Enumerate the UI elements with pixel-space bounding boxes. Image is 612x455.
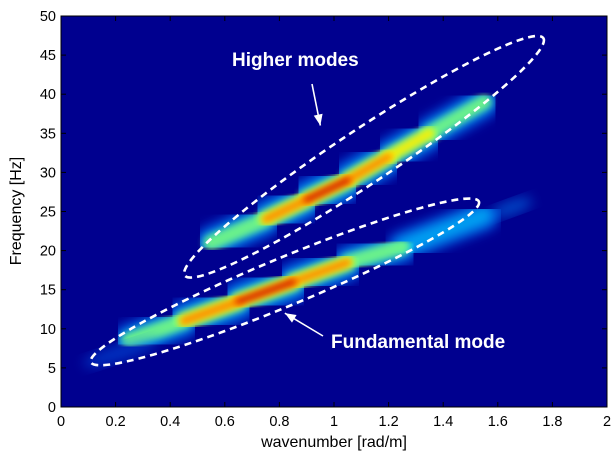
ellipse-higher-modes — [182, 34, 546, 279]
y-tick-label-2: 10 — [40, 322, 56, 338]
x-axis-ticks: 0 0.2 0.4 0.6 0.8 1 1.2 1.4 1.6 1.8 2 — [57, 16, 611, 430]
heatmap-layer — [82, 86, 533, 367]
heat-ridge-0-layer-4-seg-1 — [262, 196, 311, 223]
y-axis-ticks: 0 5 10 15 20 25 30 35 40 45 50 — [40, 9, 607, 416]
y-tick-label-0: 0 — [48, 400, 56, 416]
x-tick-label-2: 0.4 — [160, 414, 180, 430]
heat-ridge-1-layer-4-seg-1 — [180, 297, 243, 325]
heat-ridge-1-layer-5-seg-2 — [236, 279, 296, 304]
heat-ridge-1-layer-2-seg-0 — [121, 313, 192, 349]
annotation-higher-modes: Higher modes — [232, 50, 359, 71]
mode-ellipses — [89, 34, 546, 367]
y-tick-label-8: 40 — [40, 87, 56, 103]
y-tick-label-10: 50 — [40, 9, 56, 25]
heat-ridge-1-layer-2-seg-4 — [339, 238, 410, 271]
ellipse-fundamental-mode — [89, 197, 481, 367]
y-tick-label-5: 25 — [40, 205, 56, 221]
x-tick-label-1: 0.2 — [106, 414, 126, 430]
annotation-arrow-head-0 — [313, 113, 323, 126]
heat-ridge-0-layer-4-seg-3 — [344, 153, 393, 184]
x-tick-label-4: 0.8 — [269, 414, 289, 430]
x-tick-label-3: 0.6 — [215, 414, 235, 430]
x-tick-label-8: 1.6 — [488, 414, 508, 430]
heat-ridge-1-layer-4-seg-3 — [289, 258, 352, 286]
heat-smear-low-k — [82, 337, 160, 367]
y-tick-label-6: 30 — [40, 165, 56, 181]
x-tick-label-9: 1.8 — [542, 414, 562, 430]
x-tick-label-10: 2 — [603, 414, 611, 430]
y-axis-label: Frequency [Hz] — [8, 157, 25, 265]
x-tick-label-7: 1.4 — [433, 414, 453, 430]
heat-smear-high-k — [490, 197, 533, 218]
x-tick-label-0: 0 — [57, 414, 65, 430]
heat-ridge-0-layer-5-seg-2 — [304, 177, 351, 203]
y-tick-label-3: 15 — [40, 283, 56, 299]
y-tick-label-4: 20 — [40, 244, 56, 260]
heat-ridge-0-layer-2-seg-0 — [203, 211, 274, 251]
x-axis-label: wavenumber [rad/m] — [260, 434, 407, 451]
heat-ridge-0-layer-2-seg-5 — [422, 94, 492, 141]
heat-ridge-0-layer-3-seg-4 — [383, 128, 435, 162]
x-tick-label-6: 1.2 — [379, 414, 399, 430]
y-tick-label-1: 5 — [48, 361, 56, 377]
y-tick-label-7: 35 — [40, 126, 56, 142]
annotation-arrows — [284, 83, 324, 337]
annotation-arrow-head-1 — [284, 313, 297, 323]
y-tick-label-9: 45 — [40, 48, 56, 64]
x-tick-label-5: 1 — [330, 414, 338, 430]
annotation-fundamental-mode: Fundamental mode — [331, 332, 505, 353]
